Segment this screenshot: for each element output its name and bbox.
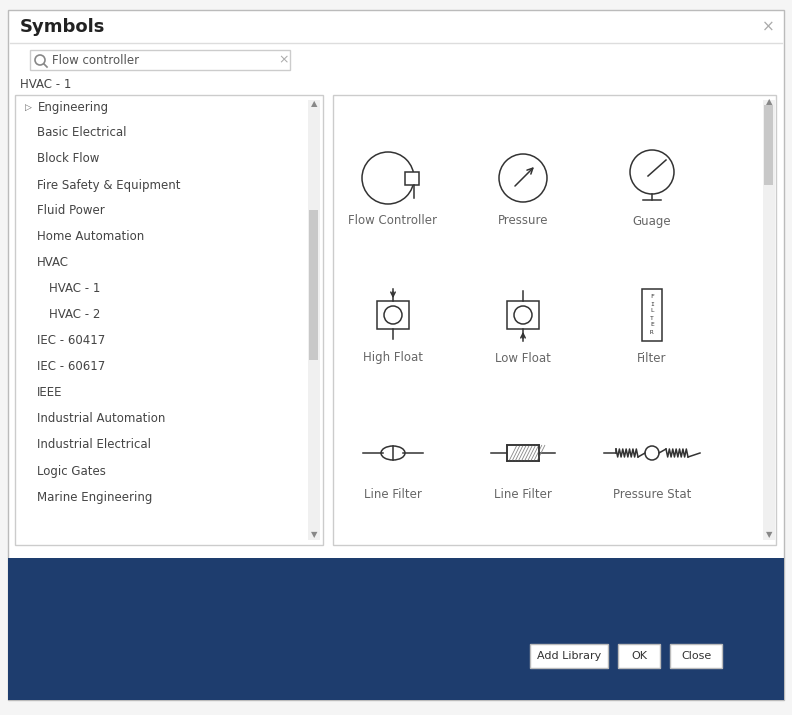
Text: Home Automation: Home Automation (37, 230, 144, 244)
Text: Filter: Filter (638, 352, 667, 365)
Text: IEC - 60617: IEC - 60617 (37, 360, 105, 373)
Bar (333, 95, 776, 545)
Text: HVAC - 2: HVAC - 2 (49, 308, 101, 322)
Bar (405, 172, 419, 185)
Text: HVAC - 1: HVAC - 1 (20, 79, 71, 92)
Text: ▼: ▼ (766, 531, 772, 540)
Text: OK: OK (631, 651, 647, 661)
Text: R: R (650, 330, 654, 335)
Text: ▲: ▲ (766, 97, 772, 107)
Bar (15, 95, 323, 545)
Text: ×: × (762, 19, 775, 34)
Text: HVAC - 1: HVAC - 1 (49, 282, 101, 295)
Text: Marine Engineering: Marine Engineering (37, 490, 152, 503)
Text: Symbols: Symbols (20, 18, 105, 36)
FancyBboxPatch shape (8, 10, 784, 700)
Bar (763, 100, 775, 540)
Text: Close: Close (681, 651, 711, 661)
Text: IEC - 60417: IEC - 60417 (37, 335, 105, 347)
Text: Industrial Automation: Industrial Automation (37, 413, 166, 425)
Text: T: T (650, 315, 654, 320)
Bar (507, 445, 539, 461)
Bar (308, 100, 320, 540)
Bar (309, 210, 318, 360)
Text: Pressure Stat: Pressure Stat (613, 488, 691, 501)
Text: E: E (650, 322, 654, 327)
Text: Pressure: Pressure (497, 214, 548, 227)
Text: HVAC: HVAC (37, 257, 69, 270)
Text: Logic Gates: Logic Gates (37, 465, 106, 478)
Text: F: F (650, 295, 654, 300)
Text: Line Filter: Line Filter (364, 488, 422, 501)
Text: Line Filter: Line Filter (494, 488, 552, 501)
Bar (8, 558, 784, 700)
Text: IEEE: IEEE (37, 387, 63, 400)
FancyBboxPatch shape (30, 50, 290, 70)
Text: Flow Controller: Flow Controller (348, 214, 437, 227)
Text: Add Library: Add Library (537, 651, 601, 661)
FancyBboxPatch shape (670, 644, 722, 668)
Text: Flow controller: Flow controller (52, 54, 139, 66)
Bar (377, 301, 409, 329)
Text: Industrial Electrical: Industrial Electrical (37, 438, 151, 451)
Text: ▼: ▼ (310, 531, 318, 540)
Text: ▲: ▲ (310, 99, 318, 109)
FancyBboxPatch shape (618, 644, 660, 668)
Text: Fire Safety & Equipment: Fire Safety & Equipment (37, 179, 181, 192)
FancyBboxPatch shape (530, 644, 608, 668)
Text: Block Flow: Block Flow (37, 152, 99, 165)
Bar (642, 289, 662, 341)
Text: I: I (650, 302, 654, 307)
Bar (764, 105, 773, 185)
Text: Low Float: Low Float (495, 352, 551, 365)
Text: Engineering: Engineering (38, 101, 109, 114)
Text: High Float: High Float (363, 352, 423, 365)
Text: Fluid Power: Fluid Power (37, 204, 105, 217)
Text: Guage: Guage (633, 214, 672, 227)
Bar (507, 301, 539, 329)
Text: L: L (650, 308, 654, 313)
Text: Basic Electrical: Basic Electrical (37, 127, 127, 139)
Text: ▷: ▷ (25, 102, 32, 112)
Text: ×: × (279, 54, 289, 66)
